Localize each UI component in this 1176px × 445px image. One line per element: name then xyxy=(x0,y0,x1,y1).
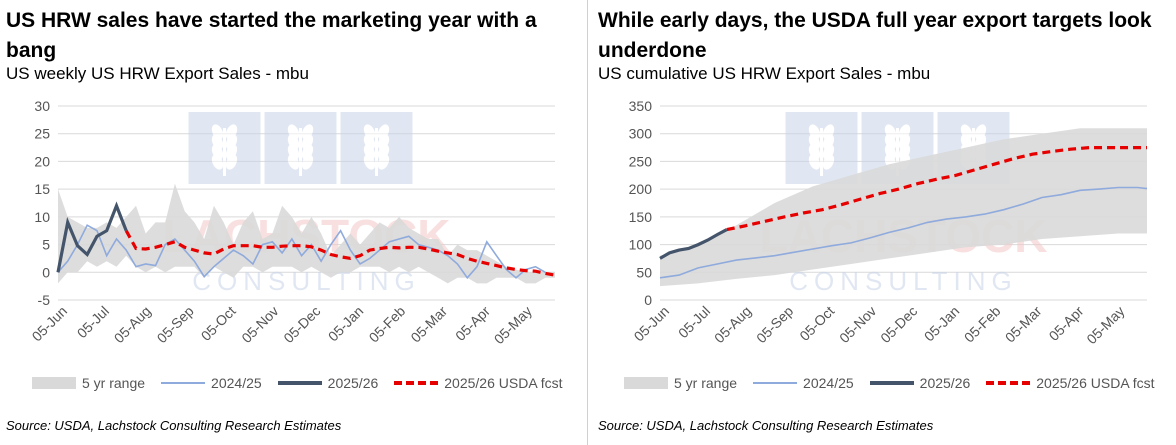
legend-swatch-range xyxy=(32,377,76,389)
x-tick-label: 05-Apr xyxy=(1046,303,1087,344)
x-tick-label: 05-Jun xyxy=(29,303,71,345)
series-line-2024-25 xyxy=(57,224,546,280)
chart-title: US HRW sales have started the marketing … xyxy=(6,9,537,62)
y-tick-label: 150 xyxy=(629,209,653,225)
y-tick-label: -5 xyxy=(38,292,51,308)
x-tick-label: 05-Apr xyxy=(452,303,493,344)
x-tick-label: 05-Jan xyxy=(921,303,963,345)
y-tick-label: 25 xyxy=(34,126,50,142)
x-tick-label: 05-Jul xyxy=(675,303,713,341)
x-tick-label: 05-Oct xyxy=(796,303,837,344)
legend-label: 5 yr range xyxy=(82,375,146,391)
legend-label: 2025/26 USDA fcst xyxy=(444,375,563,391)
panel-divider xyxy=(587,0,588,445)
y-tick-label: 300 xyxy=(629,126,653,142)
y-tick-label: 100 xyxy=(629,237,653,253)
left-chart-panel: US HRW sales have started the marketing … xyxy=(0,0,582,445)
legend-label: 2025/26 xyxy=(919,375,971,391)
wheat-grain xyxy=(363,154,376,170)
x-tick-label: 05-Nov xyxy=(836,303,879,346)
x-tick-label: 05-Dec xyxy=(280,303,323,346)
legend-swatch-usda-fcst xyxy=(394,381,439,385)
x-tick-label: 05-Sep xyxy=(753,303,796,346)
chart-legend: 5 yr range 2024/25 2025/26 2025/26 USDA … xyxy=(32,372,579,394)
legend-item-2024-25: 2024/25 xyxy=(753,375,854,391)
x-tick-label: 05-Mar xyxy=(1002,303,1045,346)
chart-legend: 5 yr range 2024/25 2025/26 2025/26 USDA … xyxy=(624,372,1171,394)
x-tick-label: 05-Feb xyxy=(961,303,1004,346)
x-tick-label: 05-May xyxy=(1083,303,1127,347)
wheat-grain xyxy=(225,154,238,170)
legend-label: 2024/25 xyxy=(211,375,262,391)
weekly-sales-chart: -5051015202530LACHSTOCKCONSULTING05-Jun0… xyxy=(29,98,556,347)
legend-item-usda-fcst: 2025/26 USDA fcst xyxy=(394,375,563,391)
y-tick-label: 5 xyxy=(42,237,50,253)
legend-swatch-2024-25 xyxy=(753,382,798,384)
x-tick-label: 05-Sep xyxy=(154,303,197,346)
x-tick-label: 05-Oct xyxy=(198,303,239,344)
chart-source: Source: USDA, Lachstock Consulting Resea… xyxy=(6,418,342,433)
wheat-grain xyxy=(211,154,224,170)
y-tick-label: 350 xyxy=(629,98,653,114)
range-band-5yr xyxy=(58,183,555,284)
legend-item-2025-26: 2025/26 xyxy=(869,375,971,391)
legend-item-2024-25: 2024/25 xyxy=(161,375,262,391)
wheat-grain xyxy=(808,154,821,170)
series-line-2025-26 xyxy=(659,228,728,260)
x-tick-label: 05-Nov xyxy=(238,303,281,346)
legend-label: 2025/26 xyxy=(327,375,379,391)
legend-item-range: 5 yr range xyxy=(32,375,145,391)
legend-label: 2025/26 USDA fcst xyxy=(1036,375,1155,391)
legend-swatch-2025-26 xyxy=(869,381,914,385)
x-tick-label: 05-Jun xyxy=(631,303,673,345)
y-tick-label: 200 xyxy=(629,181,653,197)
legend-label: 5 yr range xyxy=(674,375,738,391)
legend-swatch-usda-fcst xyxy=(986,381,1031,385)
y-tick-label: 15 xyxy=(34,181,50,197)
y-tick-label: 30 xyxy=(34,98,50,114)
chart-source: Source: USDA, Lachstock Consulting Resea… xyxy=(598,418,934,433)
x-tick-label: 05-Aug xyxy=(111,303,154,346)
y-tick-label: 0 xyxy=(644,292,652,308)
legend-swatch-2024-25 xyxy=(161,382,206,384)
x-tick-label: 05-Jan xyxy=(325,303,367,345)
series-line-2025-26 xyxy=(56,201,128,273)
y-tick-label: 10 xyxy=(34,209,50,225)
legend-item-range: 5 yr range xyxy=(624,375,737,391)
x-tick-label: 05-Dec xyxy=(877,303,920,346)
x-tick-label: 05-Mar xyxy=(407,303,450,346)
chart-title: While early days, the USDA full year exp… xyxy=(598,9,1152,62)
y-tick-label: 20 xyxy=(34,153,50,169)
series-line-2024-25 xyxy=(659,186,1148,279)
wheat-grain xyxy=(822,154,835,170)
wheat-grain xyxy=(377,154,390,170)
legend-item-usda-fcst: 2025/26 USDA fcst xyxy=(986,375,1155,391)
right-chart-panel: While early days, the USDA full year exp… xyxy=(592,0,1174,445)
y-tick-label: 50 xyxy=(636,264,652,280)
watermark-line2: CONSULTING xyxy=(789,266,1018,296)
y-tick-label: 0 xyxy=(42,264,50,280)
legend-swatch-range xyxy=(624,377,668,389)
x-tick-label: 05-Jul xyxy=(74,303,112,341)
y-tick-label: 250 xyxy=(629,153,653,169)
wheat-grain xyxy=(287,154,300,170)
legend-item-2025-26: 2025/26 xyxy=(277,375,379,391)
series-line-2025-26-usda-fcst xyxy=(726,145,1147,232)
wheat-grain xyxy=(301,154,314,170)
x-tick-label: 05-May xyxy=(491,303,535,347)
legend-label: 2024/25 xyxy=(803,375,854,391)
series-line-2025-26-usda-fcst xyxy=(124,229,556,277)
x-tick-label: 05-Feb xyxy=(366,303,409,346)
x-tick-label: 05-Aug xyxy=(711,303,754,346)
cumulative-sales-chart: 050100150200250300350LACHSTOCKCONSULTING… xyxy=(629,98,1148,347)
range-band-5yr xyxy=(660,128,1147,287)
legend-swatch-2025-26 xyxy=(277,381,322,385)
chart-subtitle: US weekly US HRW Export Sales - mbu xyxy=(6,64,309,83)
chart-subtitle: US cumulative US HRW Export Sales - mbu xyxy=(598,64,931,83)
